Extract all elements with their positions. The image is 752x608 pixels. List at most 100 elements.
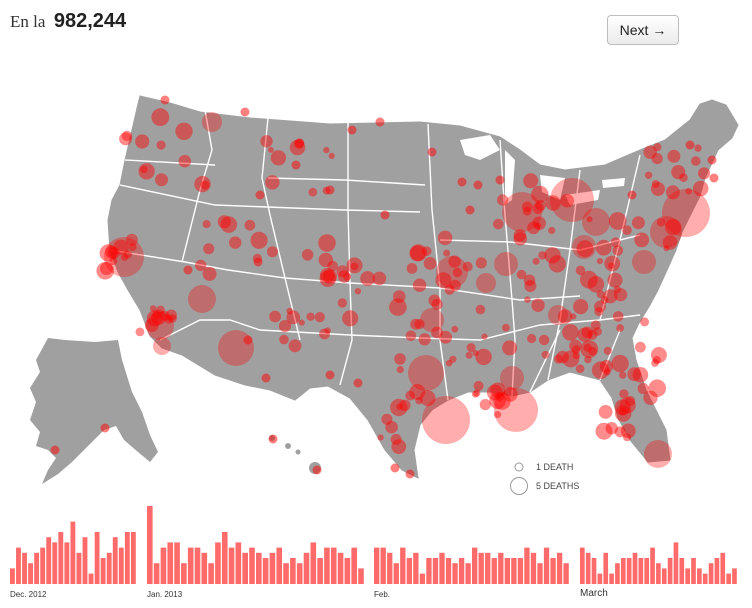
incident-marker xyxy=(557,309,573,324)
incident-marker xyxy=(178,154,192,168)
incident-marker xyxy=(306,312,315,321)
incident-marker xyxy=(128,243,137,252)
incident-marker xyxy=(522,206,532,216)
incident-marker xyxy=(570,313,577,320)
incident-marker xyxy=(495,175,505,185)
timeline-bar xyxy=(591,558,597,584)
incident-marker xyxy=(495,392,505,402)
incident-marker xyxy=(584,355,592,364)
incident-marker xyxy=(420,308,444,332)
incident-marker xyxy=(653,143,662,152)
incident-marker xyxy=(160,95,170,105)
timeline-bar xyxy=(609,573,614,584)
timeline-bar xyxy=(656,563,661,584)
timeline-bar xyxy=(597,573,603,584)
legend-five-circle xyxy=(510,477,528,495)
incident-marker xyxy=(377,434,384,441)
incident-marker xyxy=(651,153,663,165)
incident-marker xyxy=(527,333,537,344)
incident-marker xyxy=(188,285,216,313)
incident-marker xyxy=(671,165,686,180)
timeline-bar xyxy=(714,558,720,584)
timeline-bar xyxy=(34,552,40,584)
incident-marker xyxy=(200,180,210,190)
incident-marker xyxy=(667,149,681,163)
incident-marker xyxy=(96,262,114,280)
timeline-bar xyxy=(58,532,64,584)
timeline-bar xyxy=(40,547,46,584)
incident-marker xyxy=(544,247,561,264)
incident-marker xyxy=(354,288,362,295)
incident-marker xyxy=(202,112,222,132)
incident-marker xyxy=(120,253,129,261)
incident-marker xyxy=(437,230,453,246)
timeline-bar xyxy=(413,552,419,584)
incident-marker xyxy=(643,145,657,159)
incident-marker xyxy=(428,294,441,307)
incident-marker xyxy=(595,422,613,440)
incident-marker xyxy=(342,310,359,327)
timeline-bar xyxy=(303,552,310,584)
incident-marker xyxy=(125,233,138,246)
incident-marker xyxy=(308,187,318,197)
timeline-bar xyxy=(380,547,386,584)
incident-marker xyxy=(502,340,518,356)
incident-marker xyxy=(513,229,527,242)
incident-marker xyxy=(410,318,422,330)
incident-marker xyxy=(662,235,678,250)
incident-marker xyxy=(325,185,335,195)
timeline-bar xyxy=(82,537,88,584)
incident-marker xyxy=(694,144,702,152)
incident-marker xyxy=(582,208,610,236)
incident-marker xyxy=(594,307,604,317)
timeline-bar xyxy=(344,558,351,584)
timeline-bar xyxy=(679,558,685,584)
incident-marker xyxy=(462,261,473,272)
incident-marker xyxy=(595,239,612,256)
us-map: 1 DEATH 5 DEATHS xyxy=(30,95,739,495)
incident-marker xyxy=(270,150,287,166)
incident-marker xyxy=(268,434,278,444)
timeline-bar xyxy=(626,558,632,584)
timeline-bar xyxy=(524,547,530,584)
incident-marker xyxy=(494,252,518,276)
timeline-bar xyxy=(262,558,269,584)
incident-marker xyxy=(250,231,268,249)
timeline-bar xyxy=(452,563,458,584)
incident-marker xyxy=(472,350,479,357)
next-button[interactable]: Next → xyxy=(607,15,679,45)
incident-marker xyxy=(405,469,415,479)
hawaii-island xyxy=(295,449,301,455)
incident-marker xyxy=(493,392,511,410)
timeline-bar xyxy=(330,547,337,584)
incident-marker xyxy=(532,202,544,214)
incident-marker xyxy=(138,163,155,180)
incident-marker xyxy=(608,212,627,230)
incident-marker xyxy=(195,259,207,272)
incident-marker xyxy=(418,333,431,346)
incident-marker xyxy=(471,390,479,398)
incident-marker xyxy=(353,378,363,388)
timeline-bar xyxy=(208,563,214,584)
incident-marker xyxy=(288,339,302,353)
timeline-bar xyxy=(691,558,696,584)
incident-marker xyxy=(175,122,193,140)
incident-marker xyxy=(531,185,549,204)
incident-marker xyxy=(534,222,542,229)
timeline-bar xyxy=(235,542,242,584)
death-count: 982,244 xyxy=(53,10,127,32)
incident-marker xyxy=(405,390,416,401)
legend-five-label: 5 DEATHS xyxy=(536,481,579,491)
incident-marker xyxy=(622,225,632,236)
incident-marker xyxy=(390,463,400,473)
incident-marker xyxy=(149,305,157,312)
incident-marker xyxy=(439,330,453,344)
incident-marker xyxy=(146,312,174,340)
incident-marker xyxy=(412,278,427,292)
incident-marker xyxy=(644,440,672,468)
incident-marker xyxy=(545,195,561,211)
incident-marker xyxy=(406,263,418,274)
incident-marker xyxy=(449,279,461,292)
incident-marker xyxy=(603,368,611,376)
incident-marker xyxy=(665,185,680,200)
